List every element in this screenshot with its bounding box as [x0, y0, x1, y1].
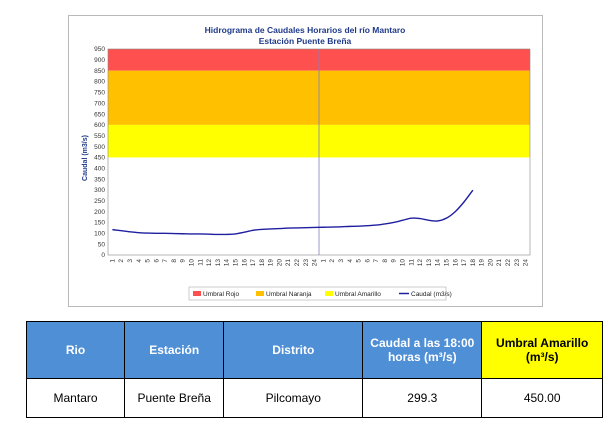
x-tick-label: 2 [118, 259, 125, 263]
cell-caudal: 299.3 [362, 378, 483, 418]
y-tick-label: 100 [94, 231, 105, 238]
chart-frame: Hidrograma de Caudales Horarios del río … [68, 15, 543, 307]
y-tick-label: 850 [94, 68, 105, 75]
x-tick-label: 8 [382, 259, 389, 263]
hydrograph-chart: Hidrograma de Caudales Horarios del río … [82, 25, 531, 301]
x-tick-label: 7 [373, 259, 380, 263]
x-tick-label: 9 [180, 259, 187, 263]
legend-label-2: Umbral Amarillo [335, 291, 381, 298]
x-tick-label: 24 [523, 259, 530, 267]
x-tick-label: 17 [461, 259, 468, 267]
y-tick-label: 250 [94, 198, 105, 205]
x-tick-label: 21 [285, 259, 292, 267]
legend-swatch-0 [193, 291, 201, 296]
x-tick-label: 11 [408, 259, 415, 266]
y-tick-label: 150 [94, 220, 105, 227]
y-tick-label: 400 [94, 165, 105, 172]
y-tick-label: 500 [94, 144, 105, 151]
y-tick-label: 700 [94, 100, 105, 107]
table-row: Mantaro Puente Breña Pilcomayo 299.3 450… [25, 378, 603, 418]
x-tick-label: 23 [514, 259, 521, 267]
x-tick-label: 10 [400, 259, 407, 267]
x-tick-label: 6 [364, 259, 371, 263]
x-tick-label: 15 [443, 259, 450, 267]
x-tick-label: 4 [347, 259, 354, 263]
x-tick-label: 12 [417, 259, 424, 267]
cell-estacion: Puente Breña [124, 378, 225, 418]
x-tick-label: 9 [391, 259, 398, 263]
x-tick-label: 24 [312, 259, 319, 267]
x-tick-label: 8 [171, 259, 178, 263]
header-umbral-amarillo: Umbral Amarillo (m³/s) [481, 321, 603, 379]
cell-distrito: Pilcomayo [223, 378, 364, 418]
x-tick-label: 3 [127, 259, 134, 263]
x-tick-label: 20 [487, 259, 494, 267]
x-tick-label: 19 [479, 259, 486, 267]
x-tick-label: 23 [303, 259, 310, 267]
y-tick-label: 200 [94, 209, 105, 216]
y-tick-label: 300 [94, 187, 105, 194]
legend-box [188, 286, 447, 301]
y-tick-label: 950 [94, 46, 105, 53]
x-tick-label: 14 [224, 259, 231, 267]
y-tick-label: 450 [94, 155, 105, 162]
y-tick-label: 550 [94, 133, 105, 140]
y-tick-label: 350 [94, 176, 105, 183]
x-tick-label: 7 [162, 259, 169, 263]
x-tick-label: 21 [496, 259, 503, 267]
y-axis-label: Caudal (m3/s) [82, 135, 89, 181]
x-tick-label: 2 [329, 259, 336, 263]
x-tick-label: 17 [250, 259, 257, 267]
data-table: Rio Estación Distrito Caudal a las 18:00… [25, 321, 603, 418]
x-tick-label: 1 [320, 259, 327, 263]
header-distrito: Distrito [223, 321, 364, 379]
x-tick-label: 5 [145, 259, 152, 263]
legend-label-0: Umbral Rojo [203, 291, 240, 298]
header-rio: Rio [25, 321, 126, 379]
y-tick-label: 0 [101, 252, 105, 259]
x-tick-label: 13 [426, 259, 433, 267]
y-tick-label: 750 [94, 90, 105, 97]
x-tick-label: 4 [136, 259, 143, 263]
x-tick-label: 13 [215, 259, 222, 267]
header-caudal: Caudal a las 18:00 horas (m³/s) [362, 321, 483, 379]
chart-title: Hidrograma de Caudales Horarios del río … [205, 25, 406, 35]
x-tick-label: 6 [153, 259, 160, 263]
x-tick-label: 1 [109, 259, 116, 263]
y-tick-label: 50 [98, 241, 106, 248]
x-tick-label: 14 [435, 259, 442, 267]
x-tick-label: 22 [294, 259, 301, 267]
table-header-row: Rio Estación Distrito Caudal a las 18:00… [25, 321, 603, 379]
legend-label-1: Umbral Naranja [266, 291, 312, 298]
x-tick-label: 20 [276, 259, 283, 267]
x-tick-label: 18 [470, 259, 477, 267]
legend-swatch-2 [325, 291, 333, 296]
x-tick-label: 3 [338, 259, 345, 263]
x-tick-label: 5 [356, 259, 363, 263]
y-tick-label: 650 [94, 111, 105, 118]
x-tick-label: 19 [268, 259, 275, 267]
x-tick-label: 12 [206, 259, 213, 267]
chart-subtitle: Estación Puente Breña [259, 36, 352, 46]
cell-umbral-amarillo: 450.00 [481, 378, 603, 418]
x-tick-label: 16 [241, 259, 248, 267]
header-estacion: Estación [124, 321, 225, 379]
series-line-0 [112, 189, 474, 236]
x-tick-label: 11 [197, 259, 204, 266]
legend-swatch-1 [256, 291, 264, 296]
y-tick-label: 600 [94, 122, 105, 129]
x-tick-label: 10 [189, 259, 196, 267]
y-tick-label: 800 [94, 79, 105, 86]
x-tick-label: 15 [232, 259, 239, 267]
x-tick-label: 16 [452, 259, 459, 267]
cell-rio: Mantaro [25, 378, 126, 418]
y-tick-label: 900 [94, 57, 105, 64]
legend-label-3: Caudal (m3/s) [411, 291, 452, 298]
x-tick-label: 18 [259, 259, 266, 267]
x-tick-label: 22 [505, 259, 512, 267]
